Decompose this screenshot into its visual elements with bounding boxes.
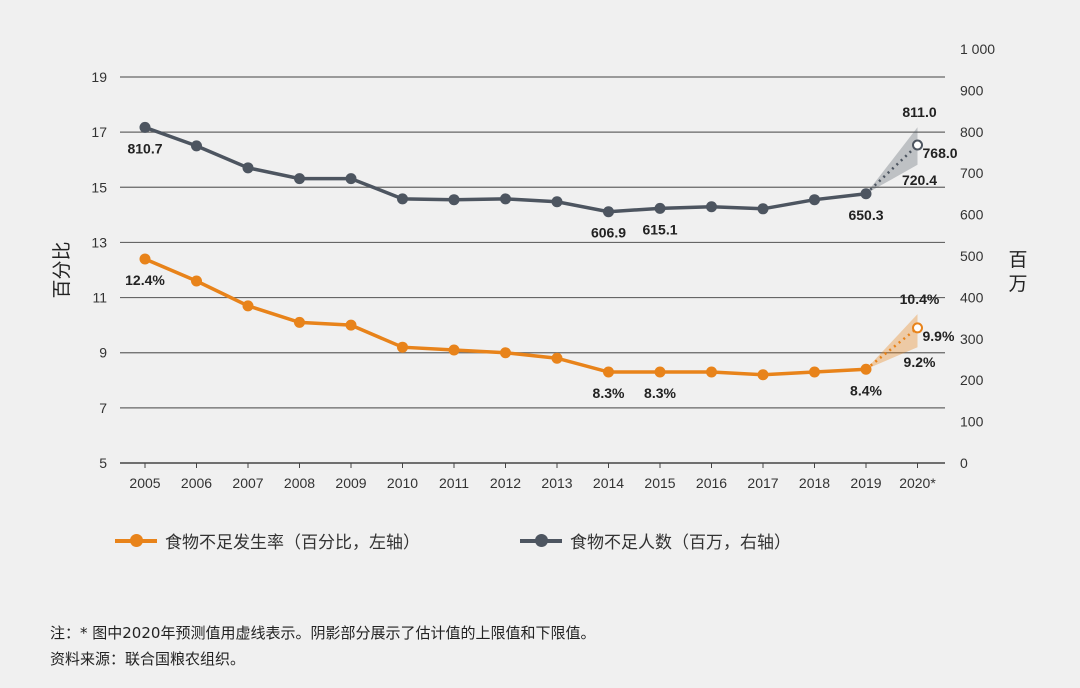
data-label: 615.1 [642,221,677,237]
right-tick-label: 800 [960,124,984,140]
data-point [397,193,408,205]
data-point [551,196,563,208]
data-point [242,300,254,312]
data-point [191,275,202,287]
data-point [603,366,614,378]
data-point [757,369,769,381]
data-point [139,121,151,133]
data-point [191,140,202,152]
data-point [500,193,511,205]
right-tick-label: 0 [960,455,968,471]
left-tick-label: 7 [99,400,107,416]
data-point [603,206,614,218]
data-point [551,352,563,364]
data-point [242,162,254,174]
data-label: 606.9 [591,225,626,241]
data-label: 12.4% [125,272,165,288]
data-label: 10.4% [900,291,940,307]
legend-item-number: 食物不足人数（百万，右轴） [520,528,791,553]
data-label: 9.2% [904,354,936,370]
legend-label: 食物不足发生率（百分比，左轴） [165,533,420,553]
x-tick-label: 2006 [181,475,212,491]
projected-point [912,322,923,334]
data-point [757,203,769,215]
x-tick-label: 2019 [850,475,881,491]
x-tick-label: 2016 [696,475,727,491]
projected-point [912,139,923,151]
data-point [706,201,717,213]
x-tick-label: 2012 [490,475,521,491]
left-tick-label: 17 [91,124,107,140]
line-chart: 5 7 9 11 13 15 17 19 0 100 200 300 400 500 600 700 800 90… [51,41,1028,491]
right-tick-label: 900 [960,82,984,98]
legend-item-prevalence: 食物不足发生率（百分比，左轴） [115,528,420,553]
left-tick-label: 11 [92,290,107,306]
data-point [294,173,305,185]
right-tick-label: 300 [960,331,984,347]
data-point [345,173,357,185]
x-tick-label: 2013 [541,475,572,491]
data-point [706,366,717,378]
x-tick-label: 2018 [799,475,830,491]
data-label: 650.3 [848,207,883,223]
data-point [397,341,408,353]
x-tick-label: 2011 [439,475,469,491]
source-note: 资料来源：联合国粮农组织。 [50,650,246,668]
data-point [448,344,460,356]
data-point [500,347,511,359]
x-tick-label: 2010 [387,475,418,491]
x-tick-label: 2007 [232,475,263,491]
projection-dashed-line [865,326,919,371]
data-point [860,188,872,200]
left-tick-label: 5 [99,455,107,471]
legend-gray-swatch [520,533,562,547]
x-tick-label: 2008 [284,475,315,491]
legend-orange-swatch [115,533,157,547]
data-label: 811.0 [902,104,936,120]
data-label: 9.9% [923,328,955,344]
right-tick-label: 200 [960,372,984,388]
x-tick-label: 2020* [899,475,936,491]
data-label: 8.3% [593,385,625,401]
left-tick-label: 19 [91,69,107,85]
data-point [809,366,820,378]
footnote: 注：* 图中2020年预测值用虚线表示。阴影部分展示了估计值的上限值和下限值。 [50,624,596,642]
right-tick-label: 600 [960,207,984,223]
x-tick-label: 2014 [593,475,624,491]
left-tick-label: 13 [91,234,107,250]
data-point [860,363,872,375]
data-point [345,319,357,331]
data-point [139,253,151,265]
left-tick-label: 15 [91,179,107,195]
data-label: 720.4 [902,172,937,188]
projection-range-band [866,127,918,194]
x-tick-label: 2005 [129,475,160,491]
data-label: 810.7 [127,140,162,156]
right-axis-title: 百万 [1008,250,1027,295]
data-point [448,194,460,206]
right-tick-label: 400 [960,289,984,305]
left-tick-label: 9 [99,345,107,361]
data-label: 768.0 [923,145,958,161]
right-tick-label: 100 [960,414,984,430]
data-point [809,194,820,206]
right-tick-label: 500 [960,248,984,264]
right-tick-label: 700 [960,165,984,181]
data-label: 8.3% [644,385,676,401]
x-tick-label: 2015 [644,475,675,491]
data-point [294,316,305,328]
x-tick-label: 2009 [335,475,366,491]
data-point [654,366,666,378]
data-point [654,202,666,214]
projection-range-band [866,314,918,370]
data-label: 8.4% [850,382,882,398]
x-tick-label: 2017 [747,475,778,491]
right-tick-label: 1 000 [960,41,995,57]
left-axis-title: 百分比 [51,241,73,298]
legend-label: 食物不足人数（百万，右轴） [570,533,791,553]
